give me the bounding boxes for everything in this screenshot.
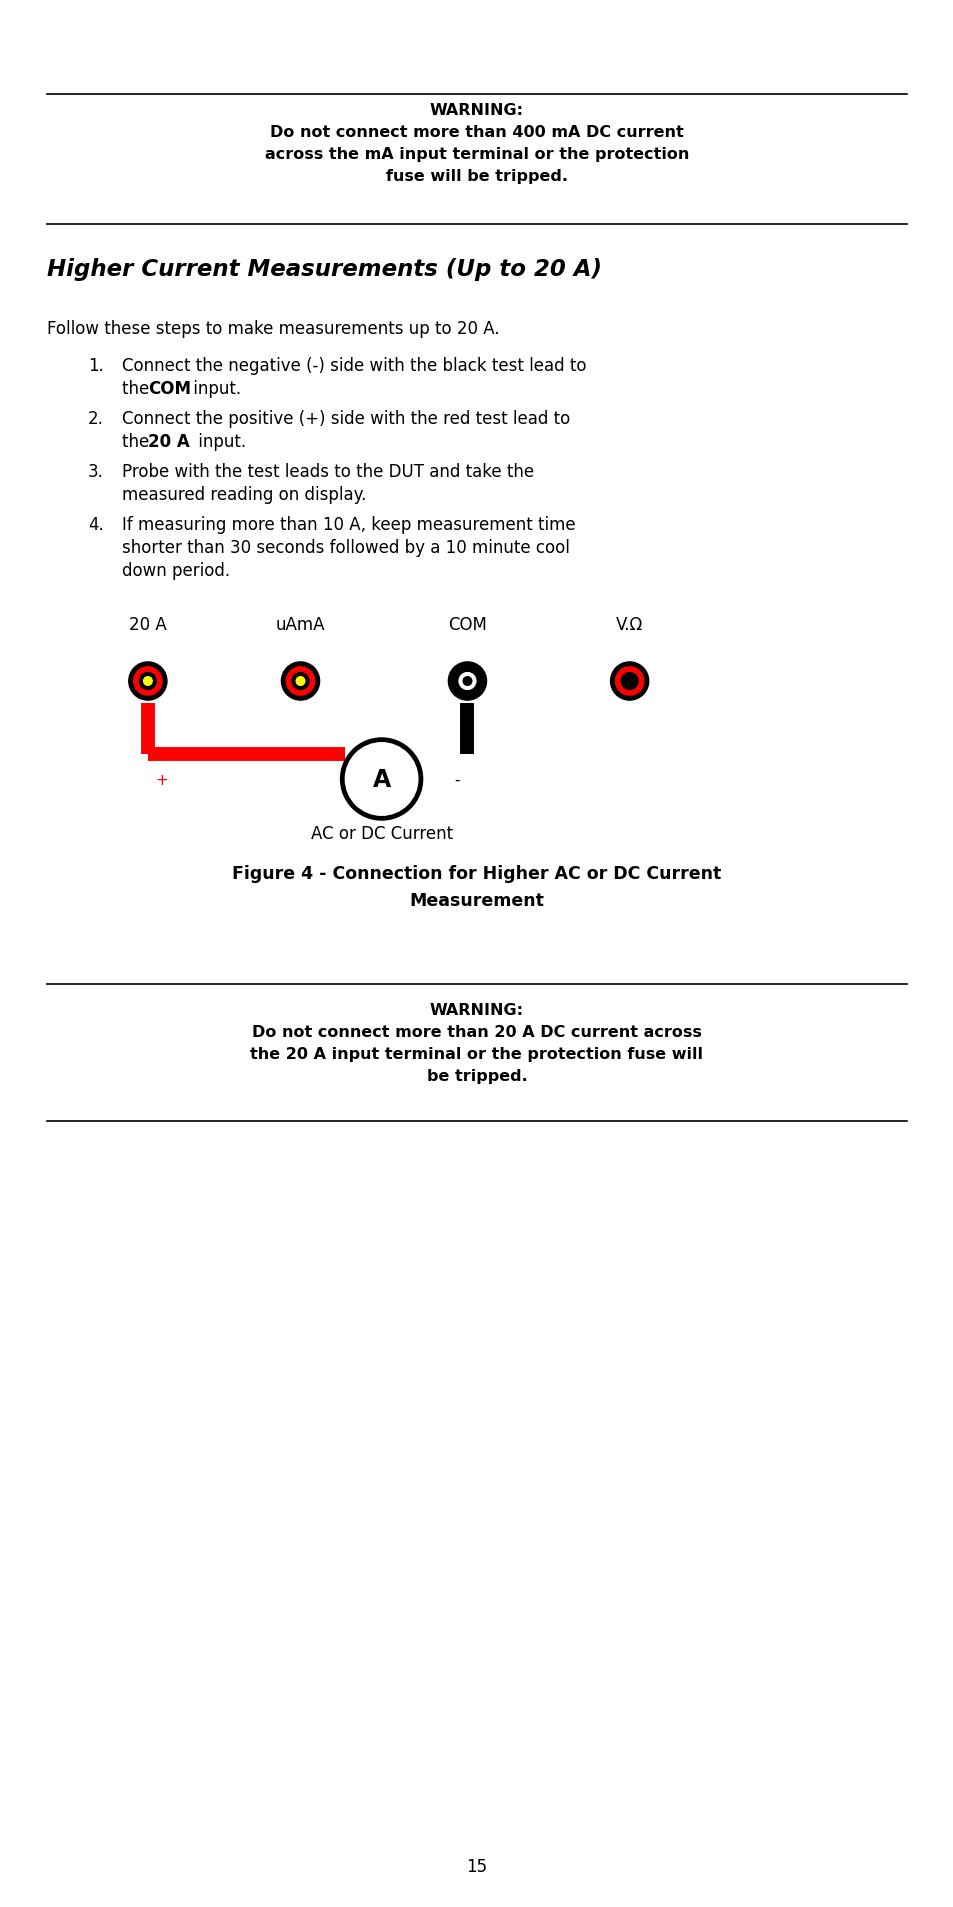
Text: -: - bbox=[454, 772, 459, 788]
Ellipse shape bbox=[625, 677, 633, 687]
Text: 4.: 4. bbox=[88, 515, 104, 534]
Ellipse shape bbox=[448, 662, 486, 700]
Text: 15: 15 bbox=[466, 1857, 487, 1875]
Ellipse shape bbox=[292, 673, 309, 690]
Text: AC or DC Current: AC or DC Current bbox=[311, 824, 452, 843]
Ellipse shape bbox=[345, 744, 417, 816]
Text: COM: COM bbox=[448, 616, 486, 633]
Text: the: the bbox=[122, 433, 154, 450]
Text: Follow these steps to make measurements up to 20 A.: Follow these steps to make measurements … bbox=[47, 320, 498, 338]
Text: COM: COM bbox=[148, 379, 191, 399]
Text: V.Ω: V.Ω bbox=[616, 616, 642, 633]
Ellipse shape bbox=[286, 667, 314, 696]
Ellipse shape bbox=[458, 673, 476, 690]
Text: Connect the negative (-) side with the black test lead to: Connect the negative (-) side with the b… bbox=[122, 357, 586, 376]
Text: the 20 A input terminal or the protection fuse will: the 20 A input terminal or the protectio… bbox=[251, 1047, 702, 1062]
Ellipse shape bbox=[453, 667, 481, 696]
Text: fuse will be tripped.: fuse will be tripped. bbox=[386, 170, 567, 183]
Text: 20 A: 20 A bbox=[129, 616, 167, 633]
Ellipse shape bbox=[462, 677, 471, 687]
Ellipse shape bbox=[281, 662, 319, 700]
Text: Do not connect more than 400 mA DC current: Do not connect more than 400 mA DC curre… bbox=[270, 126, 683, 139]
Ellipse shape bbox=[620, 673, 638, 690]
Ellipse shape bbox=[615, 667, 643, 696]
Text: WARNING:: WARNING: bbox=[430, 103, 523, 118]
Text: Do not connect more than 20 A DC current across: Do not connect more than 20 A DC current… bbox=[252, 1024, 701, 1039]
Text: If measuring more than 10 A, keep measurement time: If measuring more than 10 A, keep measur… bbox=[122, 515, 575, 534]
Text: across the mA input terminal or the protection: across the mA input terminal or the prot… bbox=[265, 147, 688, 162]
Text: the: the bbox=[122, 379, 154, 399]
Text: +: + bbox=[155, 772, 168, 788]
Text: 20 A: 20 A bbox=[148, 433, 190, 450]
Ellipse shape bbox=[133, 667, 162, 696]
Text: WARNING:: WARNING: bbox=[430, 1003, 523, 1016]
Ellipse shape bbox=[129, 662, 167, 700]
Text: uAmA: uAmA bbox=[275, 616, 325, 633]
Text: 1.: 1. bbox=[88, 357, 104, 376]
Text: 3.: 3. bbox=[88, 463, 104, 481]
Ellipse shape bbox=[139, 673, 156, 690]
Text: Probe with the test leads to the DUT and take the: Probe with the test leads to the DUT and… bbox=[122, 463, 534, 481]
Text: down period.: down period. bbox=[122, 563, 230, 580]
Ellipse shape bbox=[143, 677, 152, 687]
Text: A: A bbox=[372, 769, 391, 791]
Text: Connect the positive (+) side with the red test lead to: Connect the positive (+) side with the r… bbox=[122, 410, 570, 427]
Text: input.: input. bbox=[193, 433, 246, 450]
Text: 2.: 2. bbox=[88, 410, 104, 427]
Text: shorter than 30 seconds followed by a 10 minute cool: shorter than 30 seconds followed by a 10… bbox=[122, 538, 569, 557]
Text: measured reading on display.: measured reading on display. bbox=[122, 486, 366, 503]
Text: Figure 4 - Connection for Higher AC or DC Current: Figure 4 - Connection for Higher AC or D… bbox=[233, 864, 720, 883]
Text: Measurement: Measurement bbox=[409, 892, 544, 910]
Ellipse shape bbox=[295, 677, 305, 687]
Ellipse shape bbox=[610, 662, 648, 700]
Text: Higher Current Measurements (Up to 20 A): Higher Current Measurements (Up to 20 A) bbox=[47, 257, 601, 280]
Text: input.: input. bbox=[188, 379, 241, 399]
Text: be tripped.: be tripped. bbox=[426, 1068, 527, 1083]
Ellipse shape bbox=[340, 738, 422, 820]
